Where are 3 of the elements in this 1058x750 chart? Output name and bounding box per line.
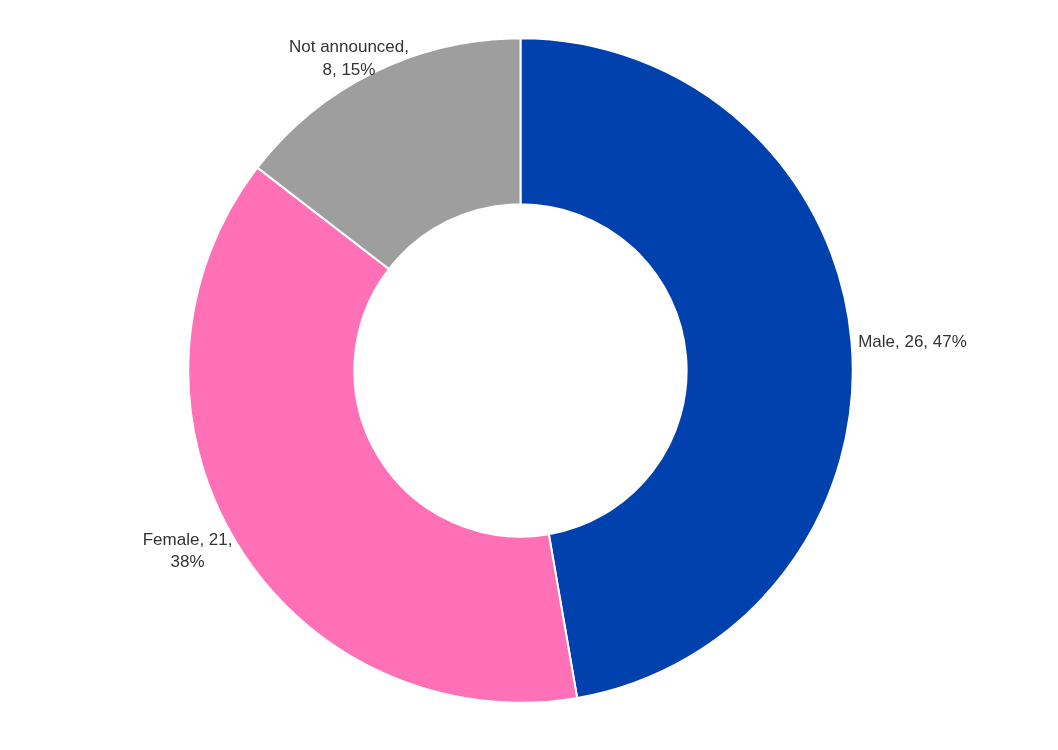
slice-label: Not announced, 8, 15% <box>288 36 410 79</box>
slice-label: Male, 26, 47% <box>858 332 967 352</box>
slice-label: Female, 21, 38% <box>142 529 233 572</box>
